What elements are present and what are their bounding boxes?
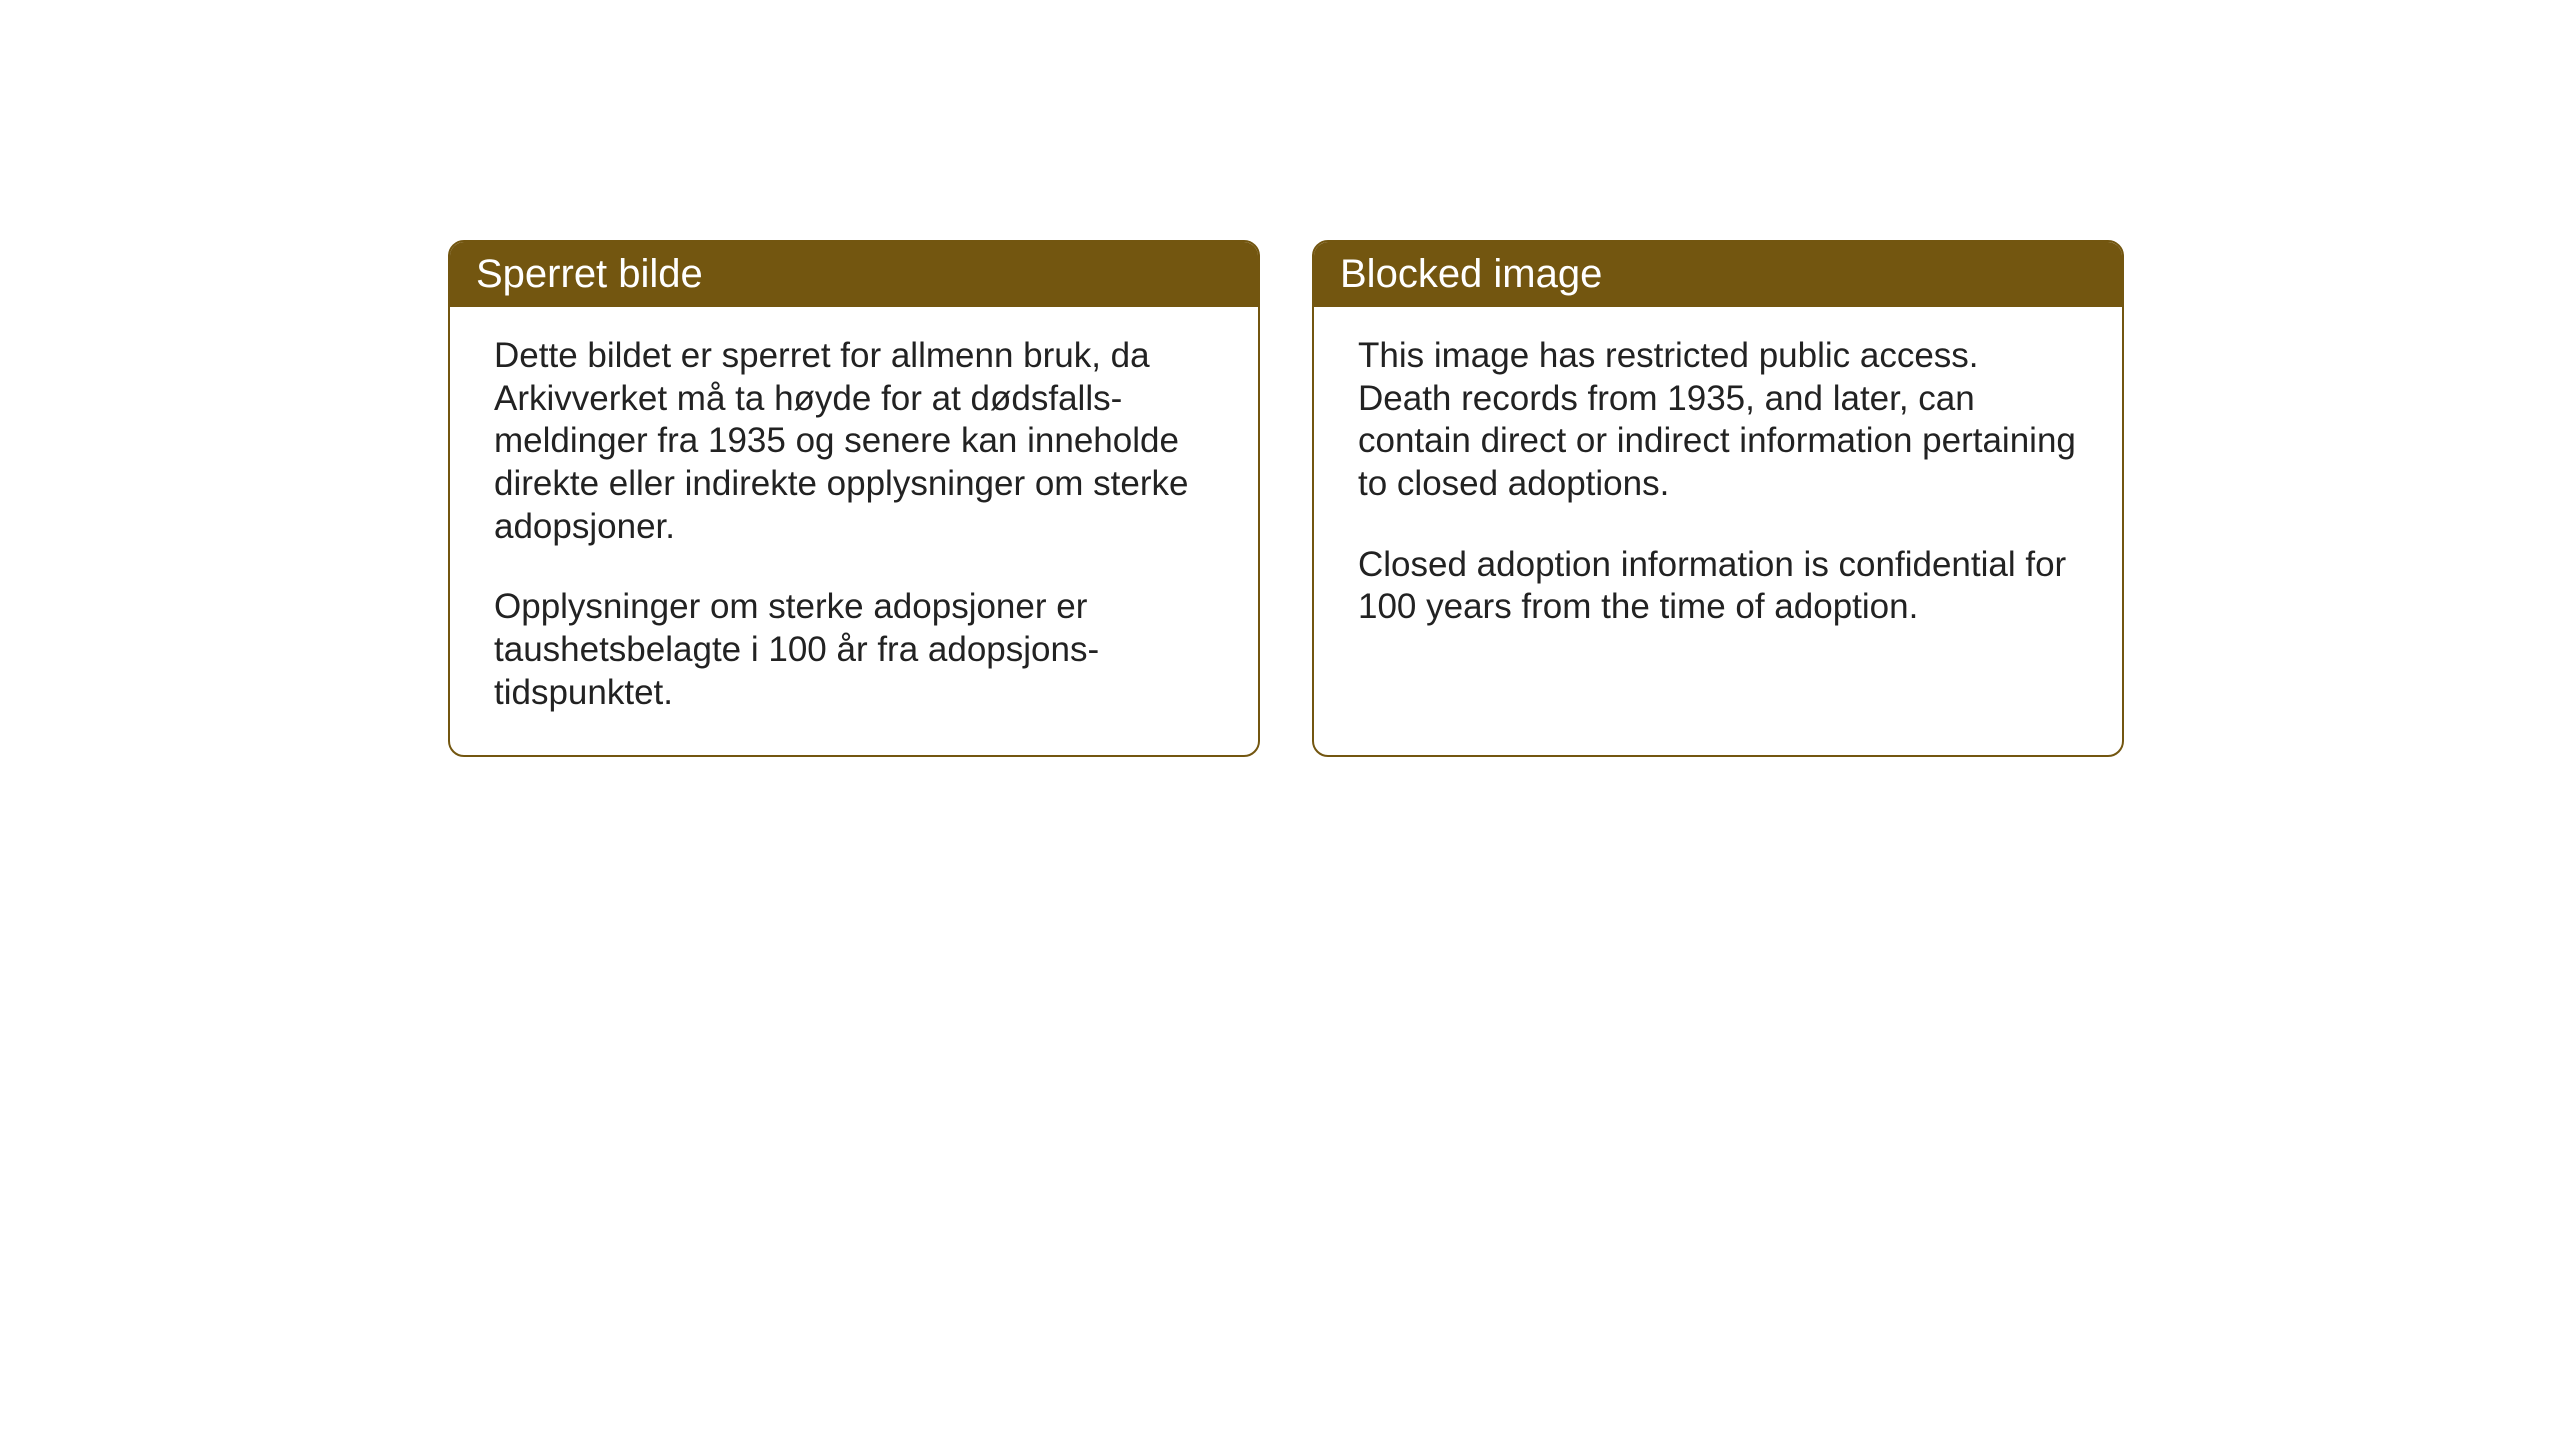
english-notice-card: Blocked image This image has restricted … <box>1312 240 2124 757</box>
english-paragraph-1: This image has restricted public access.… <box>1358 335 2078 506</box>
norwegian-card-header: Sperret bilde <box>450 242 1258 307</box>
english-paragraph-2: Closed adoption information is confident… <box>1358 544 2078 629</box>
norwegian-paragraph-1: Dette bildet er sperret for allmenn bruk… <box>494 335 1214 548</box>
english-card-header: Blocked image <box>1314 242 2122 307</box>
norwegian-paragraph-2: Opplysninger om sterke adopsjoner er tau… <box>494 586 1214 714</box>
english-card-title: Blocked image <box>1340 252 1602 296</box>
notice-container: Sperret bilde Dette bildet er sperret fo… <box>448 240 2124 757</box>
norwegian-card-title: Sperret bilde <box>476 252 703 296</box>
norwegian-notice-card: Sperret bilde Dette bildet er sperret fo… <box>448 240 1260 757</box>
norwegian-card-body: Dette bildet er sperret for allmenn bruk… <box>450 307 1258 755</box>
english-card-body: This image has restricted public access.… <box>1314 307 2122 747</box>
